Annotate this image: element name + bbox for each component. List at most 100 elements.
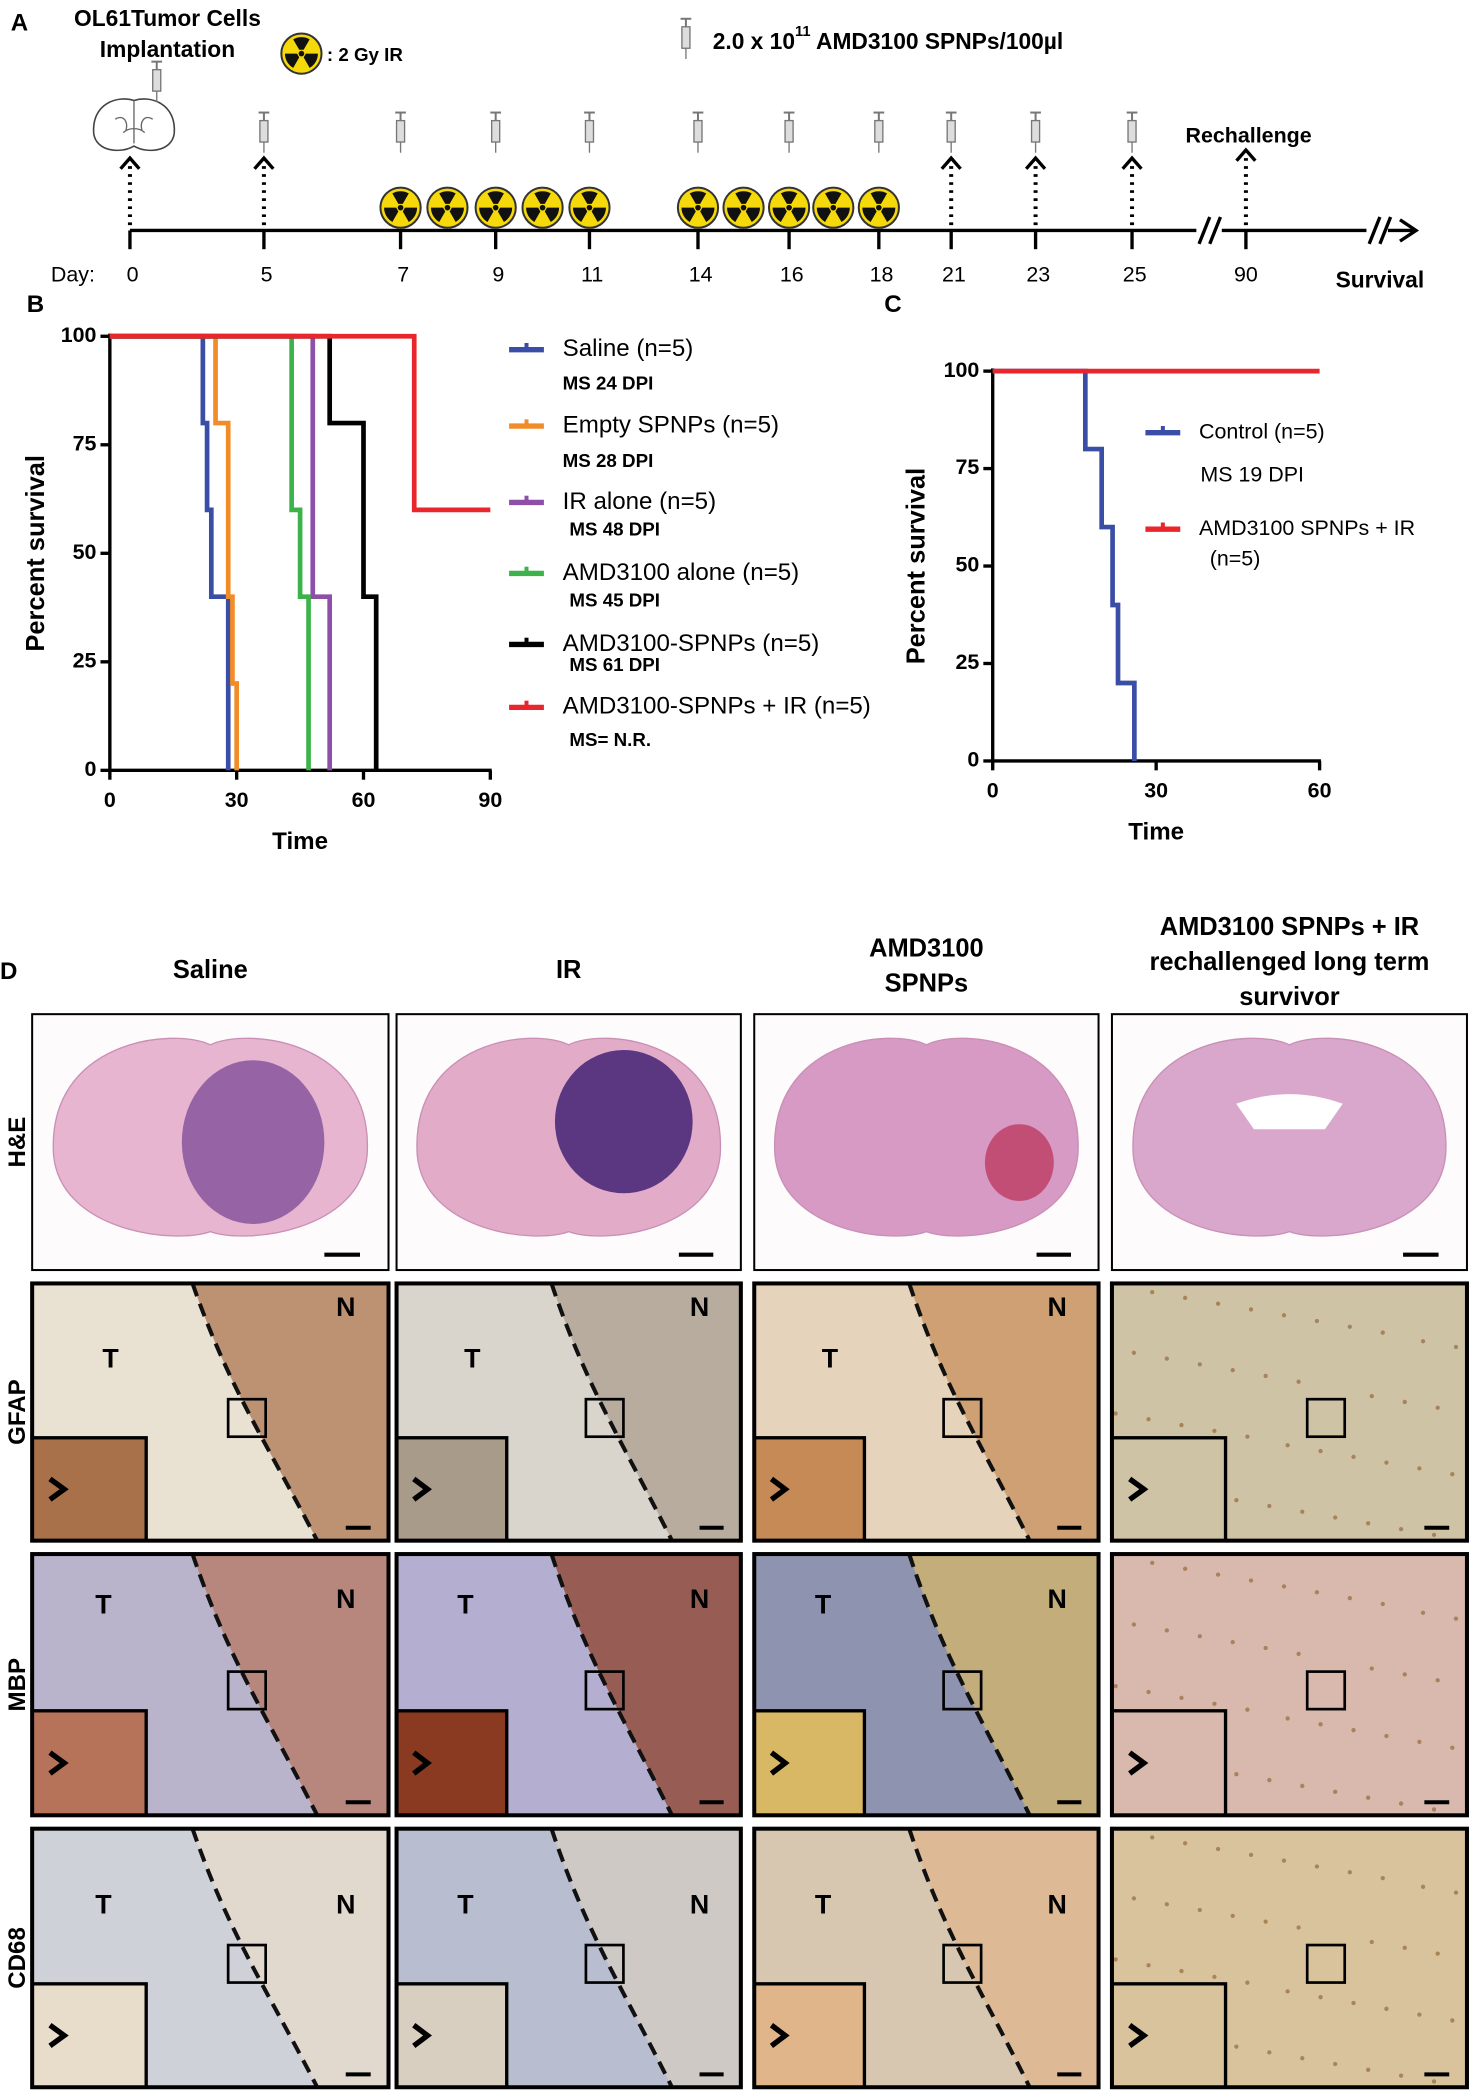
panel-label: A [11, 10, 28, 37]
cell-dot [1263, 1645, 1268, 1651]
cell-dot [1234, 2044, 1239, 2049]
ventricle [1236, 1094, 1343, 1130]
cell-dot [1380, 1601, 1385, 1607]
day-label: 7 [397, 263, 409, 287]
day-label: 23 [1026, 263, 1050, 287]
tumor-boundary [190, 1828, 320, 2089]
cell-dot [1234, 1772, 1239, 1777]
inset [30, 1436, 148, 1543]
cell-dot [1113, 1957, 1118, 1962]
roi-box [226, 1943, 268, 1984]
cell-dot [1267, 1777, 1272, 1783]
cell-dot [1300, 1509, 1305, 1514]
x-tick-label: 60 [352, 788, 376, 812]
legend-median: MS 48 DPI [569, 518, 660, 539]
micrograph [1109, 1281, 1469, 1543]
cell-dot [1245, 1707, 1250, 1712]
cell-dot [1113, 1684, 1118, 1689]
radiation-icon [426, 186, 469, 229]
cell-dot [1245, 1434, 1250, 1439]
micrograph-border [394, 1826, 743, 2090]
tumor-boundary [190, 1553, 320, 1817]
inset [30, 1982, 148, 2089]
inset-arrowhead [48, 1476, 69, 1502]
roi-box [1305, 1670, 1347, 1711]
brain-section [1132, 1037, 1447, 1237]
radiation-core [539, 204, 546, 211]
cell-dot [1347, 1324, 1352, 1329]
cell-dot [1179, 1422, 1184, 1428]
x-tick-label: 30 [225, 788, 249, 812]
syringe-icon [1126, 111, 1138, 153]
radiation-icon [857, 186, 900, 229]
cell-dot [1281, 1584, 1287, 1589]
cell-dot [1384, 1733, 1389, 1739]
cell-dot [1230, 1368, 1235, 1373]
cell-dot [1300, 2056, 1305, 2061]
y-axis-label: Percent survival [22, 455, 50, 652]
syringe-icon [783, 111, 795, 153]
tumor-boundary [907, 1282, 1032, 1542]
cell-dot [1431, 1532, 1437, 1538]
cell-dot [1347, 1870, 1352, 1875]
cell-dot [1333, 2061, 1338, 2067]
inset-arrowhead [769, 2023, 790, 2049]
radiation-blade [825, 191, 842, 204]
cell-dot [1435, 1405, 1440, 1410]
legend-label: AMD3100 alone (n=5) [563, 559, 800, 586]
rechallenge-label: Rechallenge [1185, 123, 1311, 147]
cell-dot [1384, 1460, 1389, 1465]
cell-dot [1351, 2000, 1356, 2006]
cell-dot [1212, 1701, 1217, 1706]
normal-region [551, 1554, 741, 1816]
radiation-blade [284, 53, 300, 68]
cell-dot [1417, 2012, 1422, 2017]
cell-dot [1402, 1672, 1407, 1677]
cell-dot [1369, 1666, 1374, 1671]
radiation-icon [812, 186, 855, 229]
radiation-core [695, 204, 701, 211]
cell-dot [1453, 1890, 1459, 1895]
y-tick-label: 0 [85, 757, 97, 781]
legend-median: MS 24 DPI [563, 372, 654, 393]
x-tick-label: 30 [1144, 778, 1168, 802]
radiation-blade [735, 191, 752, 204]
cell-dot [1212, 1974, 1217, 1980]
cell-dot [1365, 2067, 1371, 2072]
cell-dot [1267, 2050, 1272, 2055]
cell-dot [1234, 1498, 1239, 1503]
x-axis-label: Time [1128, 819, 1184, 846]
radiation-core [876, 204, 882, 211]
cell-dot [1281, 1858, 1287, 1863]
radiation-core [492, 204, 499, 211]
cell-dot [1267, 1503, 1272, 1509]
cell-dot [1398, 1801, 1404, 1806]
legend-median: (n=5) [1210, 547, 1261, 571]
cell-dot [1215, 1572, 1221, 1577]
syringe-body [1127, 119, 1137, 143]
legend-median: MS 28 DPI [563, 450, 654, 471]
cell-dot [1369, 1939, 1374, 1945]
cell-dot [1333, 1515, 1338, 1520]
cell-dot [1450, 2018, 1455, 2023]
y-tick-label: 25 [73, 648, 97, 672]
roi-box [226, 1397, 268, 1439]
syringe-icon [680, 17, 692, 59]
radiation-blade [487, 191, 504, 204]
cell-dot [1420, 1884, 1426, 1889]
survival-curve [109, 333, 240, 771]
region-label: N [336, 1584, 355, 1614]
row-label: GFAP [4, 1379, 31, 1445]
cell-dot [1398, 2073, 1404, 2078]
inset-arrowhead [48, 2023, 69, 2049]
x-tick-label: 60 [1308, 778, 1332, 802]
radiation-core [830, 204, 837, 211]
cell-dot [1435, 1678, 1440, 1683]
radiation-icon [280, 32, 323, 75]
legend-median: MS= N.R. [569, 729, 651, 750]
syringe-icon [692, 111, 704, 153]
normal-region [551, 1283, 741, 1541]
ir-legend: : 2 Gy IR [327, 44, 404, 65]
